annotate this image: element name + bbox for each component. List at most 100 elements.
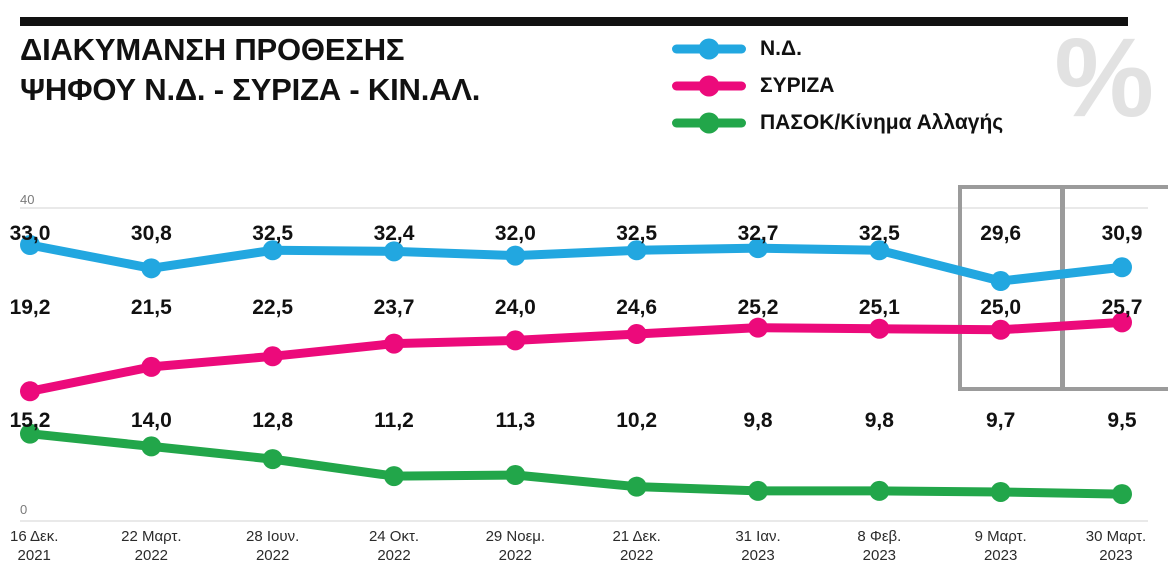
legend-label-syriza: ΣΥΡΙΖΑ <box>760 73 835 97</box>
data-point[interactable] <box>20 423 40 444</box>
x-axis-tick-day: 31 Ιαν. <box>735 528 781 545</box>
data-point[interactable] <box>869 240 890 261</box>
series-line-1 <box>25 317 1127 396</box>
value-label: 9,8 <box>864 409 894 432</box>
value-label: 22,5 <box>252 296 294 319</box>
series-lines <box>20 235 1132 505</box>
legend-swatch-nd <box>672 38 746 60</box>
data-point[interactable] <box>505 330 526 351</box>
value-label: 9,5 <box>1107 409 1137 432</box>
data-point[interactable] <box>262 346 283 367</box>
value-label: 32,0 <box>494 222 536 245</box>
x-axis-tick-day: 24 Οκτ. <box>368 528 420 545</box>
x-axis-tick: 29 Νοεμ. 2022 <box>486 528 546 566</box>
x-axis-tick-day: 28 Ιουν. <box>246 528 300 545</box>
data-point[interactable] <box>262 449 283 470</box>
x-axis-ticks: 16 Δεκ. 2021 22 Μαρτ. 2022 28 Ιουν. 2022 24 Οκ… <box>0 528 1168 588</box>
legend-label-nd: Ν.Δ. <box>760 36 802 60</box>
value-label: 21,5 <box>130 296 172 319</box>
legend-swatch-pasok <box>672 112 746 134</box>
data-point[interactable] <box>990 271 1011 292</box>
percent-watermark-icon: % <box>1054 15 1154 140</box>
data-point[interactable] <box>626 240 647 261</box>
x-axis-tick: 22 Μαρτ. 2022 <box>121 528 181 566</box>
value-label: 29,6 <box>980 222 1022 245</box>
x-axis-tick-day: 8 Φεβ. <box>857 528 902 545</box>
value-label: 24,0 <box>494 296 536 319</box>
data-point[interactable] <box>141 436 162 457</box>
value-label: 32,7 <box>737 222 779 245</box>
data-point[interactable] <box>990 481 1011 502</box>
value-label: 30,9 <box>1101 222 1143 245</box>
legend-swatch-syriza <box>672 75 746 97</box>
data-point[interactable] <box>384 241 404 262</box>
x-axis-tick: 8 Φεβ. 2023 <box>857 528 901 566</box>
data-point[interactable] <box>626 324 647 345</box>
series-line-2 <box>25 429 1127 499</box>
data-point[interactable] <box>505 245 526 266</box>
legend-item-pasok[interactable]: ΠΑΣΟΚ/Κίνημα Αλλαγής <box>672 104 1003 141</box>
y-axis-min-label: 0 <box>20 502 28 517</box>
x-axis-tick-day: 29 Νοεμ. <box>485 528 546 545</box>
x-axis-tick: 9 Μαρτ. 2023 <box>975 528 1027 566</box>
data-point[interactable] <box>262 240 283 261</box>
data-point[interactable] <box>505 465 526 486</box>
x-axis-tick-year: 2022 <box>255 546 290 564</box>
value-label: 32,5 <box>616 222 658 245</box>
x-axis-tick-day: 22 Μαρτ. <box>121 528 182 545</box>
x-axis-tick-year: 2022 <box>498 546 533 564</box>
legend-item-syriza[interactable]: ΣΥΡΙΖΑ <box>672 67 1003 104</box>
data-point[interactable] <box>1112 257 1132 278</box>
page-title: ΔΙΑΚΥΜΑΝΣΗ ΠΡΟΘΕΣΗΣ ΨΗΦΟΥ Ν.Δ. - ΣΥΡΙΖΑ … <box>20 30 680 109</box>
x-axis-tick: 16 Δεκ. 2021 <box>10 528 58 566</box>
x-axis-tick-year: 2021 <box>17 546 51 564</box>
data-point[interactable] <box>626 476 647 497</box>
chart-plot-area: 40 0 33,0 30,8 32,5 32,4 32,0 32,5 32,7 32,5 29,… <box>0 180 1168 530</box>
x-axis-tick: 28 Ιουν. 2022 <box>246 528 299 566</box>
value-label: 32,5 <box>252 222 294 245</box>
x-axis-tick-year: 2023 <box>862 546 897 564</box>
page-title-line-2: ΨΗΦΟΥ Ν.Δ. - ΣΥΡΙΖΑ - ΚΙΝ.ΑΛ. <box>20 71 481 107</box>
x-axis-tick-day: 9 Μαρτ. <box>974 528 1027 545</box>
value-label: 15,2 <box>9 409 51 432</box>
gridline-bottom <box>20 520 1148 522</box>
value-label: 12,8 <box>252 409 294 432</box>
x-axis-tick-day: 16 Δεκ. <box>10 528 59 545</box>
data-point[interactable] <box>748 317 768 338</box>
value-label: 11,3 <box>495 409 536 432</box>
x-axis-tick-day: 21 Δεκ. <box>612 528 661 545</box>
value-label: 30,8 <box>130 222 172 245</box>
data-point[interactable] <box>141 258 162 279</box>
data-point[interactable] <box>869 318 890 339</box>
gridline-top <box>20 207 1148 209</box>
value-label: 24,6 <box>616 296 658 319</box>
highlight-box <box>1060 185 1168 391</box>
x-axis-tick-day: 30 Μαρτ. <box>1085 528 1147 545</box>
x-axis-tick: 30 Μαρτ. 2023 <box>1086 528 1146 566</box>
value-label: 19,2 <box>9 296 51 319</box>
series-line-0 <box>25 240 1127 286</box>
data-point[interactable] <box>990 319 1011 340</box>
x-axis-tick-year: 2022 <box>134 546 169 564</box>
value-label: 25,7 <box>1101 296 1143 319</box>
value-label: 11,2 <box>374 409 414 432</box>
value-label: 9,8 <box>743 409 773 432</box>
data-point[interactable] <box>1112 484 1132 505</box>
data-point[interactable] <box>748 480 768 501</box>
data-point[interactable] <box>869 480 890 501</box>
data-point[interactable] <box>1112 312 1132 333</box>
data-point[interactable] <box>141 356 162 377</box>
data-point[interactable] <box>748 238 768 259</box>
data-point[interactable] <box>20 381 40 402</box>
x-axis-tick-year: 2022 <box>377 546 411 564</box>
legend: Ν.Δ. ΣΥΡΙΖΑ ΠΑΣΟΚ/Κίνημα Αλλαγής <box>672 30 1003 141</box>
value-label: 25,1 <box>858 296 900 319</box>
data-point[interactable] <box>20 235 40 255</box>
data-point[interactable] <box>384 466 404 487</box>
x-axis-tick-year: 2022 <box>619 546 654 564</box>
x-axis-tick-year: 2023 <box>741 546 775 564</box>
legend-item-nd[interactable]: Ν.Δ. <box>672 30 1003 67</box>
data-point[interactable] <box>384 333 404 354</box>
y-axis-max-label: 40 <box>20 192 35 207</box>
